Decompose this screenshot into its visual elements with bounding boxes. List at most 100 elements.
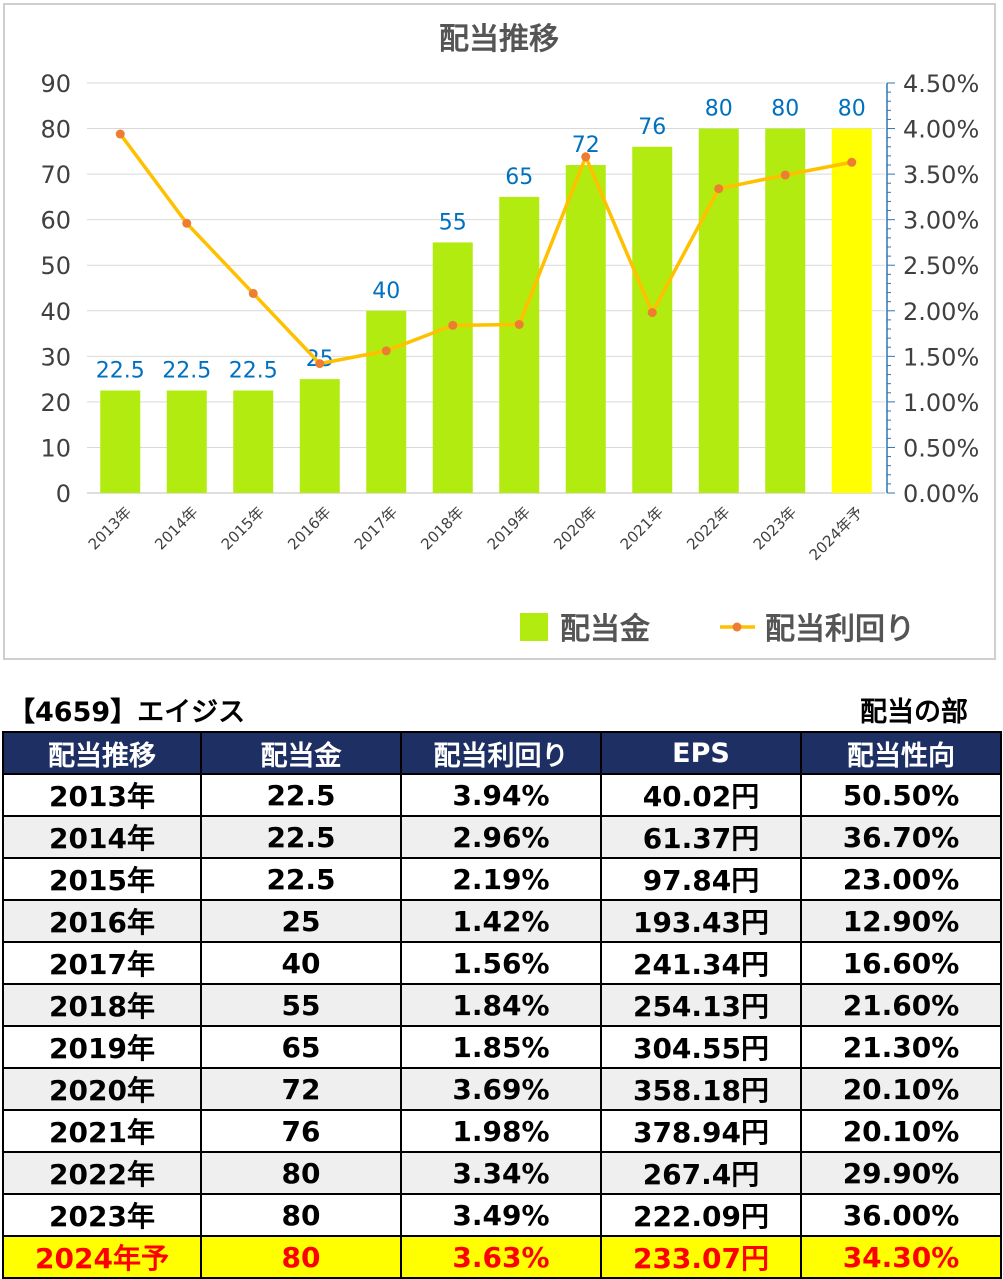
cell-year: 2015年	[2, 857, 202, 901]
cell-yield: 1.98%	[400, 1109, 602, 1153]
legend-line-label: 配当利回り	[765, 612, 915, 647]
cell-dividend: 80	[200, 1151, 402, 1195]
bar	[632, 146, 673, 493]
legend-bar-swatch	[520, 613, 548, 641]
legend-line-marker	[732, 622, 742, 632]
bar	[565, 165, 606, 493]
cell-eps: 241.34円	[600, 941, 802, 985]
y-right-tick-label: 1.00%	[903, 389, 979, 417]
table-row: 2014年 22.5 2.96% 61.37円 36.70%	[2, 815, 1002, 859]
header-year: 配当推移	[2, 731, 202, 775]
bar	[432, 242, 473, 493]
cell-payout: 29.90%	[800, 1151, 1002, 1195]
table-row: 2021年 76 1.98% 378.94円 20.10%	[2, 1109, 1002, 1153]
cell-yield: 3.94%	[400, 773, 602, 817]
bar-data-label: 22.5	[162, 359, 211, 384]
cell-yield: 1.42%	[400, 899, 602, 943]
cell-payout: 16.60%	[800, 941, 1002, 985]
yield-point	[182, 218, 192, 228]
y-right-tick-label: 3.50%	[903, 161, 979, 189]
cell-dividend: 80	[200, 1193, 402, 1237]
x-tick-label: 2020年	[550, 503, 600, 553]
x-tick-label: 2024年予	[806, 503, 867, 564]
bar-data-label: 22.5	[96, 359, 145, 384]
table-row: 2016年 25 1.42% 193.43円 12.90%	[2, 899, 1002, 943]
cell-eps: 193.43円	[600, 899, 802, 943]
y-left-tick-label: 10	[40, 434, 71, 462]
cell-yield: 1.56%	[400, 941, 602, 985]
chart-title: 配当推移	[439, 22, 559, 57]
y-left-tick-label: 60	[40, 207, 71, 235]
cell-eps: 40.02円	[600, 773, 802, 817]
y-left-tick-label: 30	[40, 343, 71, 371]
bar	[831, 128, 872, 494]
bar	[299, 379, 340, 493]
cell-dividend: 55	[200, 983, 402, 1027]
y-right-tick-label: 4.50%	[903, 70, 979, 98]
table-row: 2018年 55 1.84% 254.13円 21.60%	[2, 983, 1002, 1027]
yield-point	[714, 184, 724, 194]
bar	[100, 390, 141, 493]
cell-dividend: 25	[200, 899, 402, 943]
bar-data-label: 65	[505, 165, 533, 190]
cell-year: 2018年	[2, 983, 202, 1027]
x-tick-label: 2019年	[484, 503, 534, 553]
y-left-tick-label: 90	[40, 70, 71, 98]
header-yield: 配当利回り	[400, 731, 602, 775]
yield-point	[847, 157, 857, 167]
cell-dividend: 22.5	[200, 815, 402, 859]
yield-point	[647, 308, 657, 318]
cell-payout: 20.10%	[800, 1109, 1002, 1153]
yield-line	[118, 132, 853, 366]
bar-data-label: 80	[771, 97, 799, 122]
cell-eps: 254.13円	[600, 983, 802, 1027]
cell-eps: 97.84円	[600, 857, 802, 901]
header-dividend: 配当金	[200, 731, 402, 775]
y-right-tick-label: 4.00%	[903, 116, 979, 144]
x-tick-label: 2017年	[351, 503, 401, 553]
cell-yield: 3.63%	[400, 1235, 602, 1279]
x-tick-label: 2018年	[417, 503, 467, 553]
cell-payout: 50.50%	[800, 773, 1002, 817]
x-tick-label: 2023年	[750, 503, 800, 553]
y-right-tick-label: 2.50%	[903, 252, 979, 280]
cell-year: 2023年	[2, 1193, 202, 1237]
bar-data-label: 55	[439, 210, 467, 235]
cell-yield: 3.34%	[400, 1151, 602, 1195]
cell-dividend: 65	[200, 1025, 402, 1069]
cell-year: 2021年	[2, 1109, 202, 1153]
y-left-tick-label: 80	[40, 116, 71, 144]
bar-data-label: 80	[705, 97, 733, 122]
dividend-chart: 配当推移 0 10 20 30 40 50 60 70 80 90 0.00% 0.50% 1.00% 1.…	[40, 22, 979, 647]
y-left-tick-label: 40	[40, 298, 71, 326]
y-left-tick-label: 50	[40, 252, 71, 280]
cell-payout: 36.70%	[800, 815, 1002, 859]
x-tick-label: 2016年	[284, 503, 334, 553]
company-title: 【4659】エイジス	[8, 697, 246, 728]
yield-point	[514, 319, 524, 329]
cell-yield: 3.69%	[400, 1067, 602, 1111]
cell-payout: 21.30%	[800, 1025, 1002, 1069]
header-eps: EPS	[600, 731, 802, 775]
header-payout: 配当性向	[800, 731, 1002, 775]
cell-year: 2016年	[2, 899, 202, 943]
x-tick-label: 2022年	[683, 503, 733, 553]
dividend-table: 配当推移 配当金 配当利回り EPS 配当性向 2013年 22.5 3.94% 40…	[2, 731, 1002, 1279]
bar-data-label: 76	[638, 115, 666, 140]
cell-payout: 20.10%	[800, 1067, 1002, 1111]
cell-dividend: 22.5	[200, 857, 402, 901]
y-right-tick-label: 2.00%	[903, 298, 979, 326]
table-row: 2020年 72 3.69% 358.18円 20.10%	[2, 1067, 1002, 1111]
bar	[698, 128, 739, 494]
cell-eps: 233.07円	[600, 1235, 802, 1279]
x-tick-label: 2014年	[151, 503, 201, 553]
cell-payout: 34.30%	[800, 1235, 1002, 1279]
table-row: 2019年 65 1.85% 304.55円 21.30%	[2, 1025, 1002, 1069]
cell-year: 2017年	[2, 941, 202, 985]
table-row: 2023年 80 3.49% 222.09円 36.00%	[2, 1193, 1002, 1237]
cell-dividend: 72	[200, 1067, 402, 1111]
cell-dividend: 40	[200, 941, 402, 985]
cell-year: 2013年	[2, 773, 202, 817]
cell-yield: 3.49%	[400, 1193, 602, 1237]
bar-data-label: 80	[838, 97, 866, 122]
